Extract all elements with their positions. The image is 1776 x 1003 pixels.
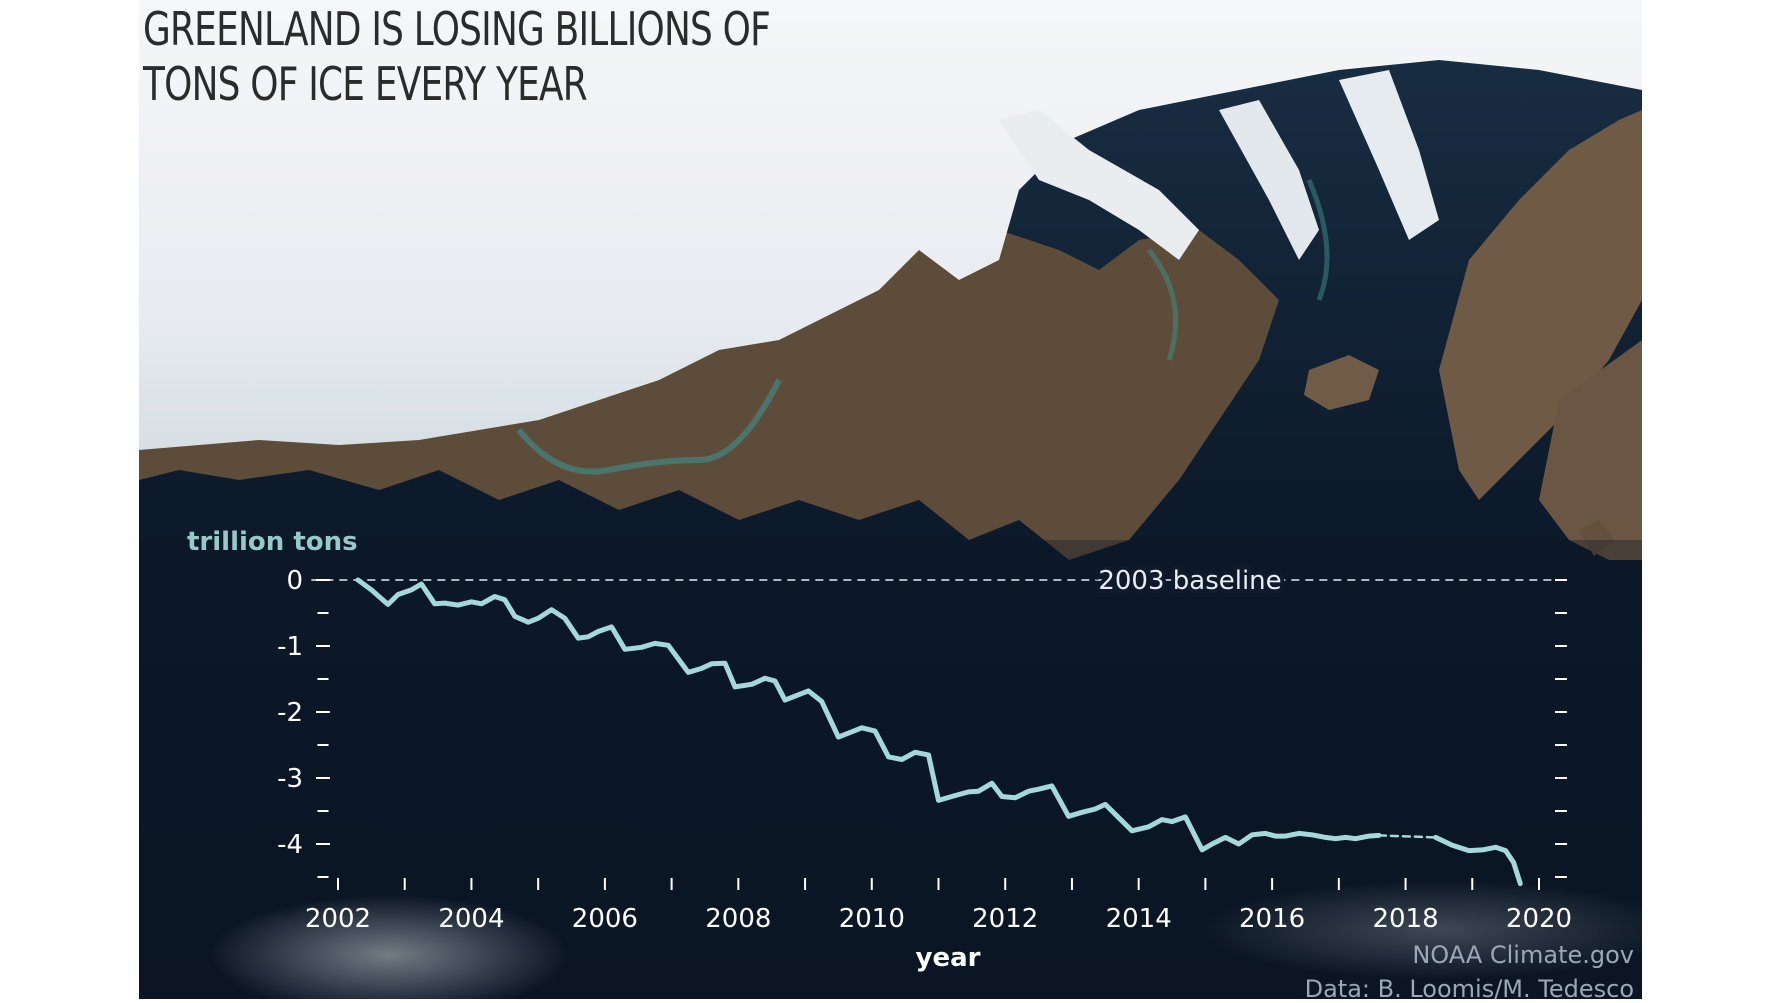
- x-tick-label: 2008: [705, 904, 771, 934]
- credit-source: NOAA Climate.gov: [1412, 941, 1634, 969]
- chart-title: GREENLAND IS LOSING BILLIONS OF TONS OF …: [143, 2, 771, 111]
- x-tick-label: 2010: [839, 904, 905, 934]
- y-axis-label: trillion tons: [187, 527, 358, 557]
- x-tick-label: 2020: [1506, 904, 1572, 934]
- chart-figure: 2003 baseline 0 -1 -2 -3 -4 2002 2004 2006 2008 2…: [139, 0, 1642, 999]
- x-tick-label: 2002: [305, 904, 371, 934]
- x-tick-label: 2016: [1239, 904, 1305, 934]
- x-axis-label: year: [916, 943, 981, 973]
- y-tick-label: -1: [277, 632, 303, 662]
- y-tick-label: -3: [277, 764, 303, 794]
- y-tick-label: 0: [286, 566, 303, 596]
- ice-mass-line-1: [355, 577, 1382, 853]
- x-tick-label: 2018: [1372, 904, 1438, 934]
- ice-loss-chart: 2003 baseline 0 -1 -2 -3 -4 2002 2004 2006 2008 2…: [187, 527, 1572, 973]
- y-tick-label: -4: [277, 830, 303, 860]
- ice-mass-line-3: [1433, 834, 1523, 887]
- x-tick-label: 2006: [572, 904, 638, 934]
- data-gap-line: [1377, 834, 1437, 839]
- x-tick-label: 2014: [1106, 904, 1172, 934]
- x-tick-label: 2012: [972, 904, 1038, 934]
- baseline-label: 2003 baseline: [1098, 566, 1281, 596]
- credit-data: Data: B. Loomis/M. Tedesco: [1304, 975, 1634, 1003]
- y-tick-label: -2: [277, 698, 303, 728]
- satellite-background: [139, 0, 1642, 999]
- x-tick-label: 2004: [438, 904, 504, 934]
